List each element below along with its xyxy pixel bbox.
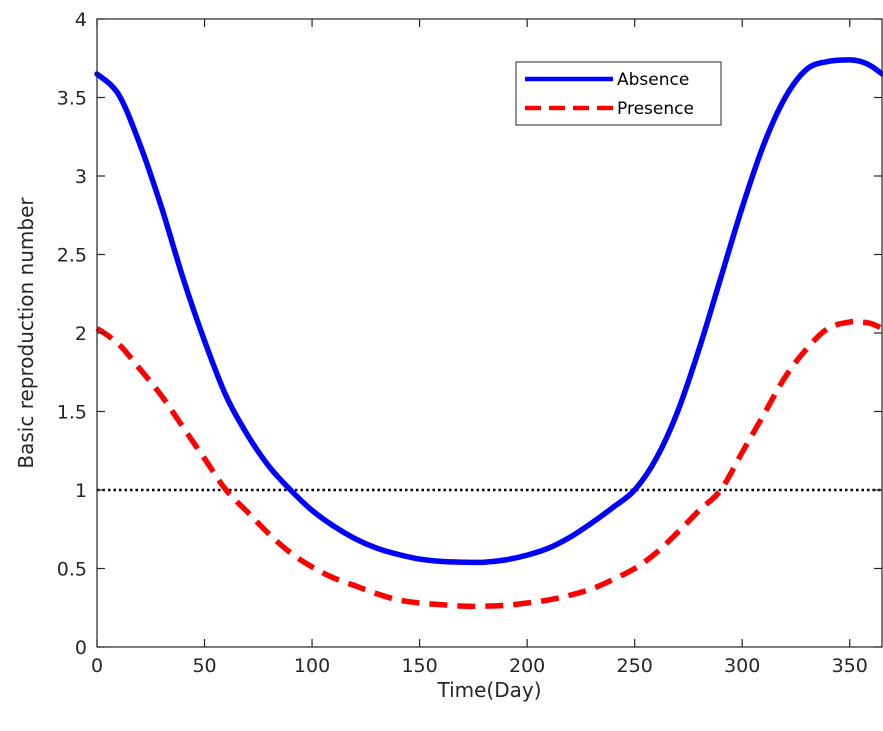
- y-tick-label: 0.5: [57, 559, 87, 581]
- y-tick-label: 2.5: [57, 245, 87, 267]
- x-tick-label: 250: [617, 655, 653, 677]
- x-tick-label: 350: [832, 655, 868, 677]
- series-line-absence: [94, 57, 883, 566]
- tick-layer: 0 50 100 150 200 250 300 350 0 0.5 1 1.5 2 2.5 3 3.5 4: [57, 9, 882, 677]
- y-tick-label: 1.5: [57, 402, 87, 424]
- y-tick-label: 1: [75, 480, 87, 502]
- y-tick-label: 2: [75, 323, 87, 345]
- x-axis-label: Time(Day): [436, 678, 541, 702]
- plot-area: [97, 19, 882, 647]
- x-tick-label: 150: [401, 655, 437, 677]
- x-tick-label: 0: [91, 655, 103, 677]
- legend-label-presence: Presence: [617, 99, 694, 119]
- y-tick-label: 0: [75, 637, 87, 659]
- legend-label-absence: Absence: [617, 70, 689, 90]
- y-tick-label: 3: [75, 166, 87, 188]
- legend: Absence Presence: [515, 61, 722, 126]
- x-tick-label: 200: [509, 655, 545, 677]
- x-tick-label: 300: [724, 655, 760, 677]
- y-tick-label: 4: [75, 9, 87, 31]
- y-axis-label: Basic reproduction number: [14, 197, 38, 469]
- x-tick-label: 50: [192, 655, 216, 677]
- x-tick-label: 100: [294, 655, 330, 677]
- y-tick-label: 3.5: [57, 88, 87, 110]
- legend-box: [515, 61, 722, 126]
- series-layer: [94, 57, 883, 610]
